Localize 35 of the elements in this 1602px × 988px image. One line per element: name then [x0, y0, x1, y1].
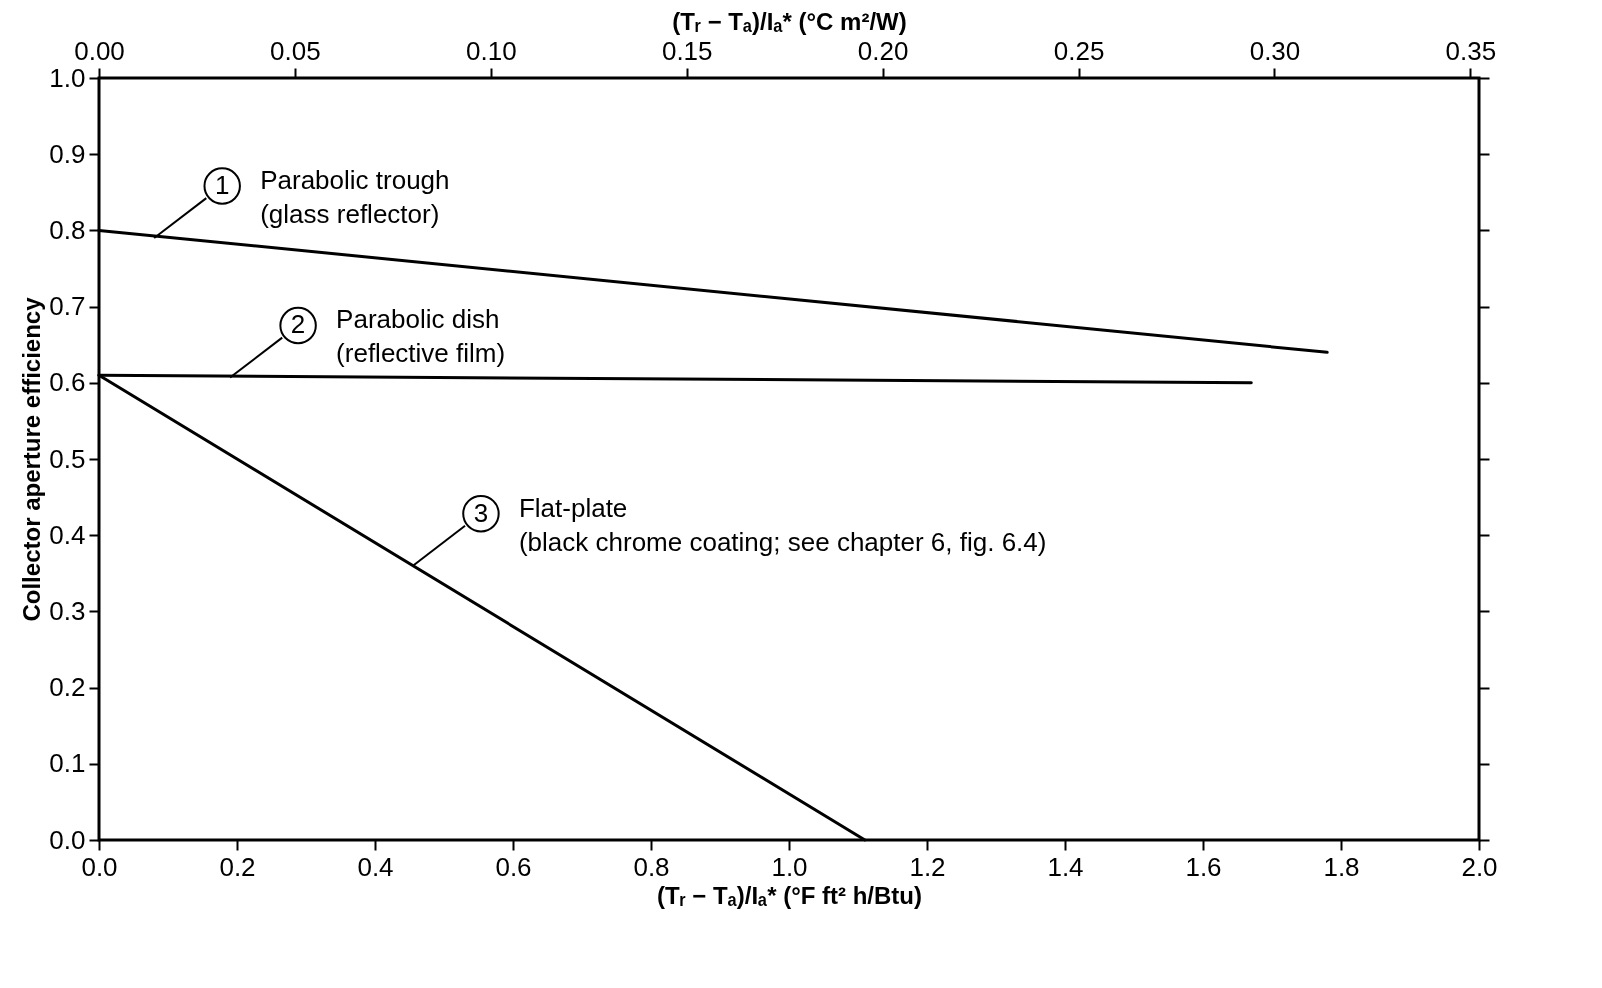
y-tick-label: 0.6 [49, 367, 86, 398]
x2-tick-label: 0.30 [1249, 35, 1301, 66]
x2-axis-title: (Tᵣ − Tₐ)/Iₐ* (°C m²/W) [672, 7, 907, 35]
annotation: Flat-plate (black chrome coating; see chapter 6, fig. 6.4) [518, 492, 1047, 557]
y-tick-label: 0.4 [49, 519, 86, 550]
annotation: 2 [290, 309, 306, 340]
x2-tick-label: 0.05 [270, 35, 321, 66]
y-tick-label: 0.3 [49, 595, 86, 626]
x2-tick-label: 0.35 [1445, 35, 1497, 66]
y-tick-label: 0.1 [49, 748, 86, 779]
y-tick-label: 0.7 [49, 291, 86, 322]
y-axis-title: Collector aperture efficiency [18, 296, 46, 622]
x2-tick-label: 0.15 [661, 35, 713, 66]
annotation: 3 [473, 497, 489, 528]
x-tick-label: 1.8 [1323, 851, 1360, 882]
x-tick-label: 2.0 [1461, 851, 1498, 882]
x2-tick-label: 0.20 [857, 35, 909, 66]
y-tick-label: 0.2 [49, 672, 86, 703]
y-tick-label: 0.9 [49, 138, 86, 169]
x-tick-label: 0.4 [357, 851, 394, 882]
x-tick-label: 1.6 [1185, 851, 1222, 882]
x-tick-label: 0.6 [495, 851, 532, 882]
x2-tick-label: 0.25 [1053, 35, 1105, 66]
annotation: Parabolic trough (glass reflector) [260, 165, 450, 230]
x-axis-title: (Tᵣ − Tₐ)/Iₐ* (°F ft² h/Btu) [656, 881, 923, 909]
annotation: Parabolic dish (reflective film) [336, 304, 506, 369]
annotation: 1 [214, 170, 230, 201]
x-tick-label: 0.2 [219, 851, 256, 882]
x-tick-label: 1.2 [909, 851, 946, 882]
x-tick-label: 1.0 [771, 851, 808, 882]
x-tick-label: 0.8 [633, 851, 670, 882]
y-tick-label: 0.5 [49, 443, 86, 474]
x-tick-label: 1.4 [1047, 851, 1084, 882]
y-tick-label: 0.8 [49, 214, 86, 245]
x2-tick-label: 0.10 [466, 35, 517, 66]
